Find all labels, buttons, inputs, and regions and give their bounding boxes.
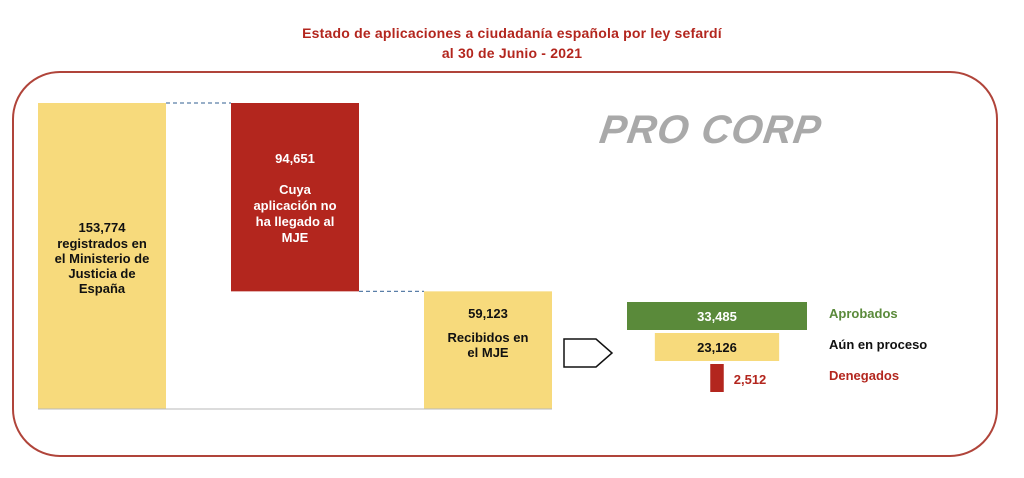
bar-category-label: el Ministerio de bbox=[55, 251, 150, 266]
breakdown-bar bbox=[654, 333, 780, 361]
bar-category-label: España bbox=[79, 281, 126, 296]
bar-category-label: registrados en bbox=[57, 236, 147, 251]
chart-title-line1: Estado de aplicaciones a ciudadanía espa… bbox=[302, 25, 722, 41]
bar-value-label: 59,123 bbox=[468, 306, 508, 321]
legend-label: Aún en proceso bbox=[829, 337, 927, 352]
bar-remainder bbox=[424, 291, 552, 409]
bar-value-label: 94,651 bbox=[275, 151, 315, 166]
bar-category-label: aplicación no bbox=[253, 198, 336, 213]
breakdown-bar bbox=[627, 302, 807, 330]
bar-category-label: Cuya bbox=[279, 182, 312, 197]
bar-decrease bbox=[231, 103, 359, 292]
breakdown-value-label: 23,126 bbox=[697, 340, 737, 355]
bar-category-label: Justicia de bbox=[68, 266, 135, 281]
breakdown-bar bbox=[710, 364, 724, 392]
bar-category-label: el MJE bbox=[467, 345, 509, 360]
breakdown-value-label: 33,485 bbox=[697, 309, 737, 324]
bar-category-label: ha llegado al bbox=[256, 214, 335, 229]
bar-category-label: MJE bbox=[282, 230, 309, 245]
arrow-icon bbox=[563, 338, 614, 368]
bar-total bbox=[38, 103, 166, 409]
bar-category-label: Recibidos en bbox=[448, 330, 529, 345]
breakdown-value-label: 2,512 bbox=[734, 372, 767, 387]
legend-label: Aprobados bbox=[829, 306, 898, 321]
legend-label: Denegados bbox=[829, 368, 899, 383]
bar-value-label: 153,774 bbox=[79, 220, 127, 235]
chart-frame bbox=[12, 71, 998, 457]
chart-title-line2: al 30 de Junio - 2021 bbox=[441, 45, 583, 61]
